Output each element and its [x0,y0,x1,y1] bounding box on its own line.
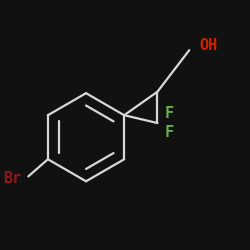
Text: F: F [165,125,174,140]
Text: OH: OH [199,38,217,53]
Text: Br: Br [3,171,21,186]
Text: F: F [165,106,174,121]
